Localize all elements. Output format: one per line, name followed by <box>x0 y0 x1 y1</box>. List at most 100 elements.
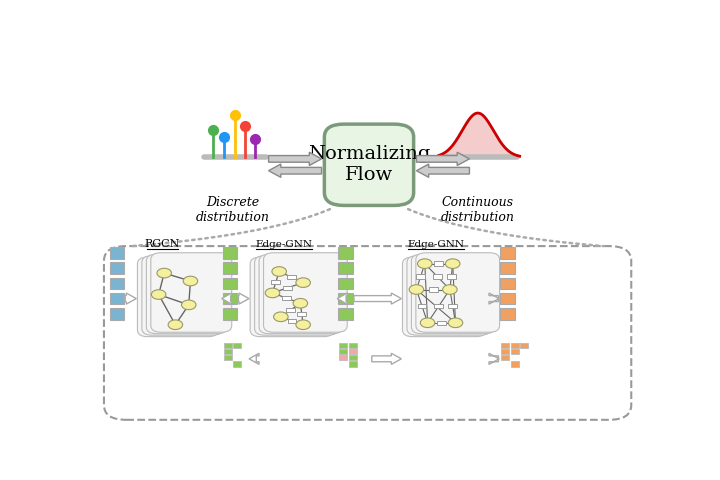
Bar <box>418 304 426 308</box>
Text: Normalizing
Flow: Normalizing Flow <box>308 145 430 184</box>
Bar <box>271 280 280 285</box>
FancyBboxPatch shape <box>416 253 500 332</box>
Circle shape <box>181 300 196 310</box>
Circle shape <box>183 276 198 286</box>
Bar <box>339 349 347 354</box>
Circle shape <box>265 288 280 298</box>
Bar <box>339 355 347 360</box>
Bar <box>286 308 295 312</box>
Bar <box>338 293 353 304</box>
Bar <box>339 343 347 348</box>
Bar <box>222 293 238 304</box>
FancyBboxPatch shape <box>407 256 490 335</box>
Text: RGCN: RGCN <box>145 239 180 249</box>
Bar <box>287 319 297 323</box>
Polygon shape <box>222 293 232 304</box>
Circle shape <box>409 285 423 294</box>
Polygon shape <box>249 353 259 364</box>
Polygon shape <box>269 164 322 177</box>
Bar <box>338 277 353 289</box>
FancyBboxPatch shape <box>146 254 228 334</box>
Polygon shape <box>416 152 469 166</box>
Circle shape <box>296 320 310 330</box>
Bar <box>287 275 296 279</box>
Bar <box>349 349 356 354</box>
Bar <box>349 361 356 367</box>
Bar <box>233 361 241 367</box>
Bar <box>233 343 241 348</box>
Bar <box>433 275 442 279</box>
Circle shape <box>293 299 307 308</box>
Bar <box>500 277 515 289</box>
Bar <box>500 293 515 304</box>
Circle shape <box>168 320 183 330</box>
Bar <box>449 304 457 308</box>
Bar <box>434 262 444 266</box>
Bar <box>416 275 425 279</box>
Bar <box>284 286 292 290</box>
Bar <box>501 349 509 354</box>
FancyBboxPatch shape <box>150 253 232 332</box>
Polygon shape <box>489 353 499 364</box>
Bar <box>222 277 238 289</box>
Bar <box>224 343 232 348</box>
Bar <box>510 361 518 367</box>
Bar <box>434 304 444 308</box>
Bar <box>447 275 456 279</box>
Circle shape <box>443 285 457 294</box>
Polygon shape <box>354 293 401 304</box>
Bar <box>500 308 515 320</box>
FancyBboxPatch shape <box>255 256 338 335</box>
FancyBboxPatch shape <box>142 256 222 335</box>
Bar <box>501 343 509 348</box>
FancyBboxPatch shape <box>138 257 218 336</box>
FancyBboxPatch shape <box>411 254 495 334</box>
Polygon shape <box>125 293 136 304</box>
Polygon shape <box>372 353 401 364</box>
Bar <box>349 355 356 360</box>
Bar <box>428 288 438 292</box>
Bar <box>109 277 124 289</box>
Bar <box>222 263 238 274</box>
Bar <box>282 296 291 300</box>
Bar <box>510 343 518 348</box>
Circle shape <box>151 290 166 300</box>
Bar <box>109 293 124 304</box>
Bar <box>109 247 124 259</box>
Circle shape <box>296 278 310 288</box>
Polygon shape <box>337 293 347 304</box>
Bar <box>109 308 124 320</box>
Circle shape <box>272 267 287 276</box>
Bar <box>224 355 232 360</box>
Circle shape <box>420 318 435 327</box>
Polygon shape <box>269 152 322 166</box>
Bar <box>222 247 238 259</box>
Bar <box>222 308 238 320</box>
FancyBboxPatch shape <box>259 254 343 334</box>
FancyBboxPatch shape <box>250 257 334 336</box>
Polygon shape <box>416 164 469 177</box>
Bar <box>437 321 446 325</box>
Text: Edge-GNN: Edge-GNN <box>255 240 312 249</box>
Bar <box>338 308 353 320</box>
Polygon shape <box>489 293 499 304</box>
Bar <box>510 349 518 354</box>
Text: Discrete
distribution: Discrete distribution <box>195 196 269 224</box>
Bar <box>109 263 124 274</box>
FancyBboxPatch shape <box>324 124 413 205</box>
FancyBboxPatch shape <box>402 257 486 336</box>
Bar <box>338 247 353 259</box>
Bar <box>500 247 515 259</box>
Circle shape <box>418 259 432 268</box>
Bar <box>297 312 306 316</box>
Circle shape <box>446 259 460 268</box>
Bar <box>501 355 509 360</box>
Polygon shape <box>238 293 249 304</box>
Bar <box>521 343 528 348</box>
Bar <box>349 343 356 348</box>
Circle shape <box>157 268 171 278</box>
Circle shape <box>274 312 288 322</box>
Bar <box>338 263 353 274</box>
FancyBboxPatch shape <box>264 253 347 332</box>
Text: Continuous
distribution: Continuous distribution <box>441 196 515 224</box>
